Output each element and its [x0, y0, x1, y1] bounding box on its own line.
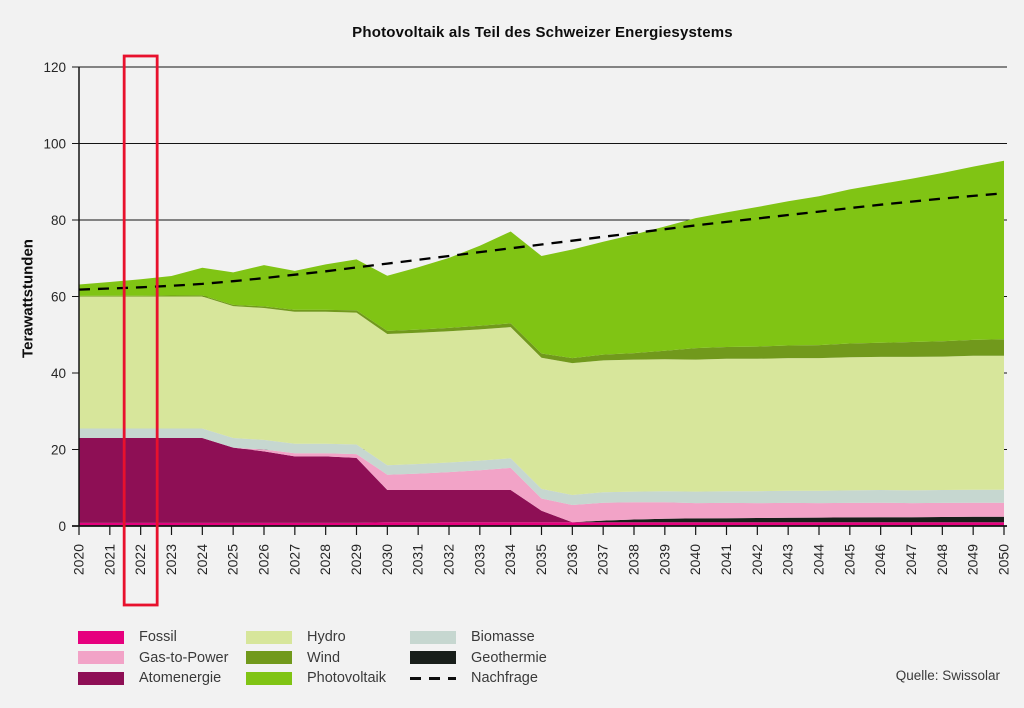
y-label-60: 60 — [51, 290, 66, 305]
atomenergie-swatch — [78, 671, 124, 685]
x-label-2031: 2031 — [410, 544, 426, 575]
x-label-2041: 2041 — [718, 544, 734, 575]
legend-label-nachfrage: Nachfrage — [471, 670, 538, 686]
x-label-2020: 2020 — [71, 544, 87, 575]
area-wind — [79, 295, 1004, 364]
x-label-2044: 2044 — [811, 544, 827, 575]
legend-label-fossil: Fossil — [139, 629, 177, 645]
nachfrage-swatch — [410, 676, 456, 680]
legend-column-2: Hydro Wind Photovoltaik — [246, 627, 410, 689]
x-label-2027: 2027 — [286, 544, 302, 575]
area-atomenergie — [79, 438, 1004, 523]
x-label-2033: 2033 — [471, 544, 487, 575]
photovoltaik-swatch — [246, 671, 292, 685]
x-label-2024: 2024 — [194, 544, 210, 575]
y-label-100: 100 — [43, 137, 66, 152]
legend-column-1: Fossil Gas-to-Power Atomenergie — [78, 627, 246, 689]
legend-column-3: Biomasse Geothermie Nachfrage — [410, 627, 547, 689]
x-label-2039: 2039 — [656, 544, 672, 575]
hydro-swatch — [246, 630, 292, 644]
x-label-2050: 2050 — [996, 544, 1012, 575]
x-label-2022: 2022 — [132, 544, 148, 575]
x-label-2049: 2049 — [965, 544, 981, 575]
x-label-2035: 2035 — [533, 544, 549, 575]
x-label-2021: 2021 — [101, 544, 117, 575]
legend-item-photovoltaik: Photovoltaik — [246, 668, 410, 689]
legend-label-atomenergie: Atomenergie — [139, 670, 222, 686]
x-label-2023: 2023 — [163, 544, 179, 575]
x-label-2036: 2036 — [564, 544, 580, 575]
highlight-rect-2022 — [122, 54, 159, 607]
legend-label-photovoltaik: Photovoltaik — [307, 670, 386, 686]
legend-item-nachfrage: Nachfrage — [410, 668, 547, 689]
legend-item-wind: Wind — [246, 648, 410, 669]
geothermie-swatch — [410, 651, 456, 665]
wind-swatch — [246, 651, 292, 665]
x-label-2047: 2047 — [903, 544, 919, 575]
area-biomasse — [79, 428, 1004, 505]
source-caption: Quelle: Swissolar — [895, 668, 1000, 683]
x-label-2042: 2042 — [749, 544, 765, 575]
x-label-2028: 2028 — [317, 544, 333, 575]
legend-label-wind: Wind — [307, 649, 341, 666]
area-gas-to-power — [79, 438, 1004, 523]
chart-title: Photovoltaik als Teil des Schweizer Ener… — [352, 24, 733, 41]
legend-label-hydro: Hydro — [307, 629, 346, 645]
y-label-20: 20 — [51, 443, 66, 458]
legend-item-gas-to-power: Gas-to-Power — [78, 648, 246, 669]
x-label-2046: 2046 — [872, 544, 888, 575]
x-label-2043: 2043 — [780, 544, 796, 575]
gas-to-power-swatch — [78, 651, 124, 665]
x-label-2029: 2029 — [348, 544, 364, 575]
legend-item-atomenergie: Atomenergie — [78, 668, 246, 689]
y-label-80: 80 — [51, 213, 66, 228]
x-label-2048: 2048 — [934, 544, 950, 575]
x-label-2045: 2045 — [841, 544, 857, 575]
chart-legend: Fossil Gas-to-Power Atomenergie Hydro Wind Ph… — [78, 627, 547, 689]
x-label-2032: 2032 — [441, 544, 457, 575]
fossil-swatch — [78, 630, 124, 644]
biomasse-swatch — [410, 630, 456, 644]
area-fossil — [79, 522, 1004, 526]
legend-item-hydro: Hydro — [246, 627, 410, 648]
y-label-0: 0 — [58, 519, 66, 534]
x-label-2037: 2037 — [595, 544, 611, 575]
x-label-2030: 2030 — [379, 544, 395, 575]
area-photovoltaik — [79, 160, 1004, 359]
legend-label-gas-to-power: Gas-to-Power — [139, 649, 229, 666]
x-label-2038: 2038 — [626, 544, 642, 575]
legend-label-biomasse: Biomasse — [471, 629, 535, 645]
legend-label-geothermie: Geothermie — [471, 649, 547, 666]
legend-item-fossil: Fossil — [78, 627, 246, 648]
x-label-2026: 2026 — [256, 544, 272, 575]
x-label-2025: 2025 — [225, 544, 241, 575]
legend-item-biomasse: Biomasse — [410, 627, 547, 648]
legend-item-geothermie: Geothermie — [410, 648, 547, 669]
y-label-120: 120 — [43, 60, 66, 75]
area-hydro — [79, 296, 1004, 495]
y-label-40: 40 — [51, 366, 66, 381]
x-label-2034: 2034 — [502, 544, 518, 575]
demand-line — [78, 192, 1005, 291]
x-label-2040: 2040 — [687, 544, 703, 575]
